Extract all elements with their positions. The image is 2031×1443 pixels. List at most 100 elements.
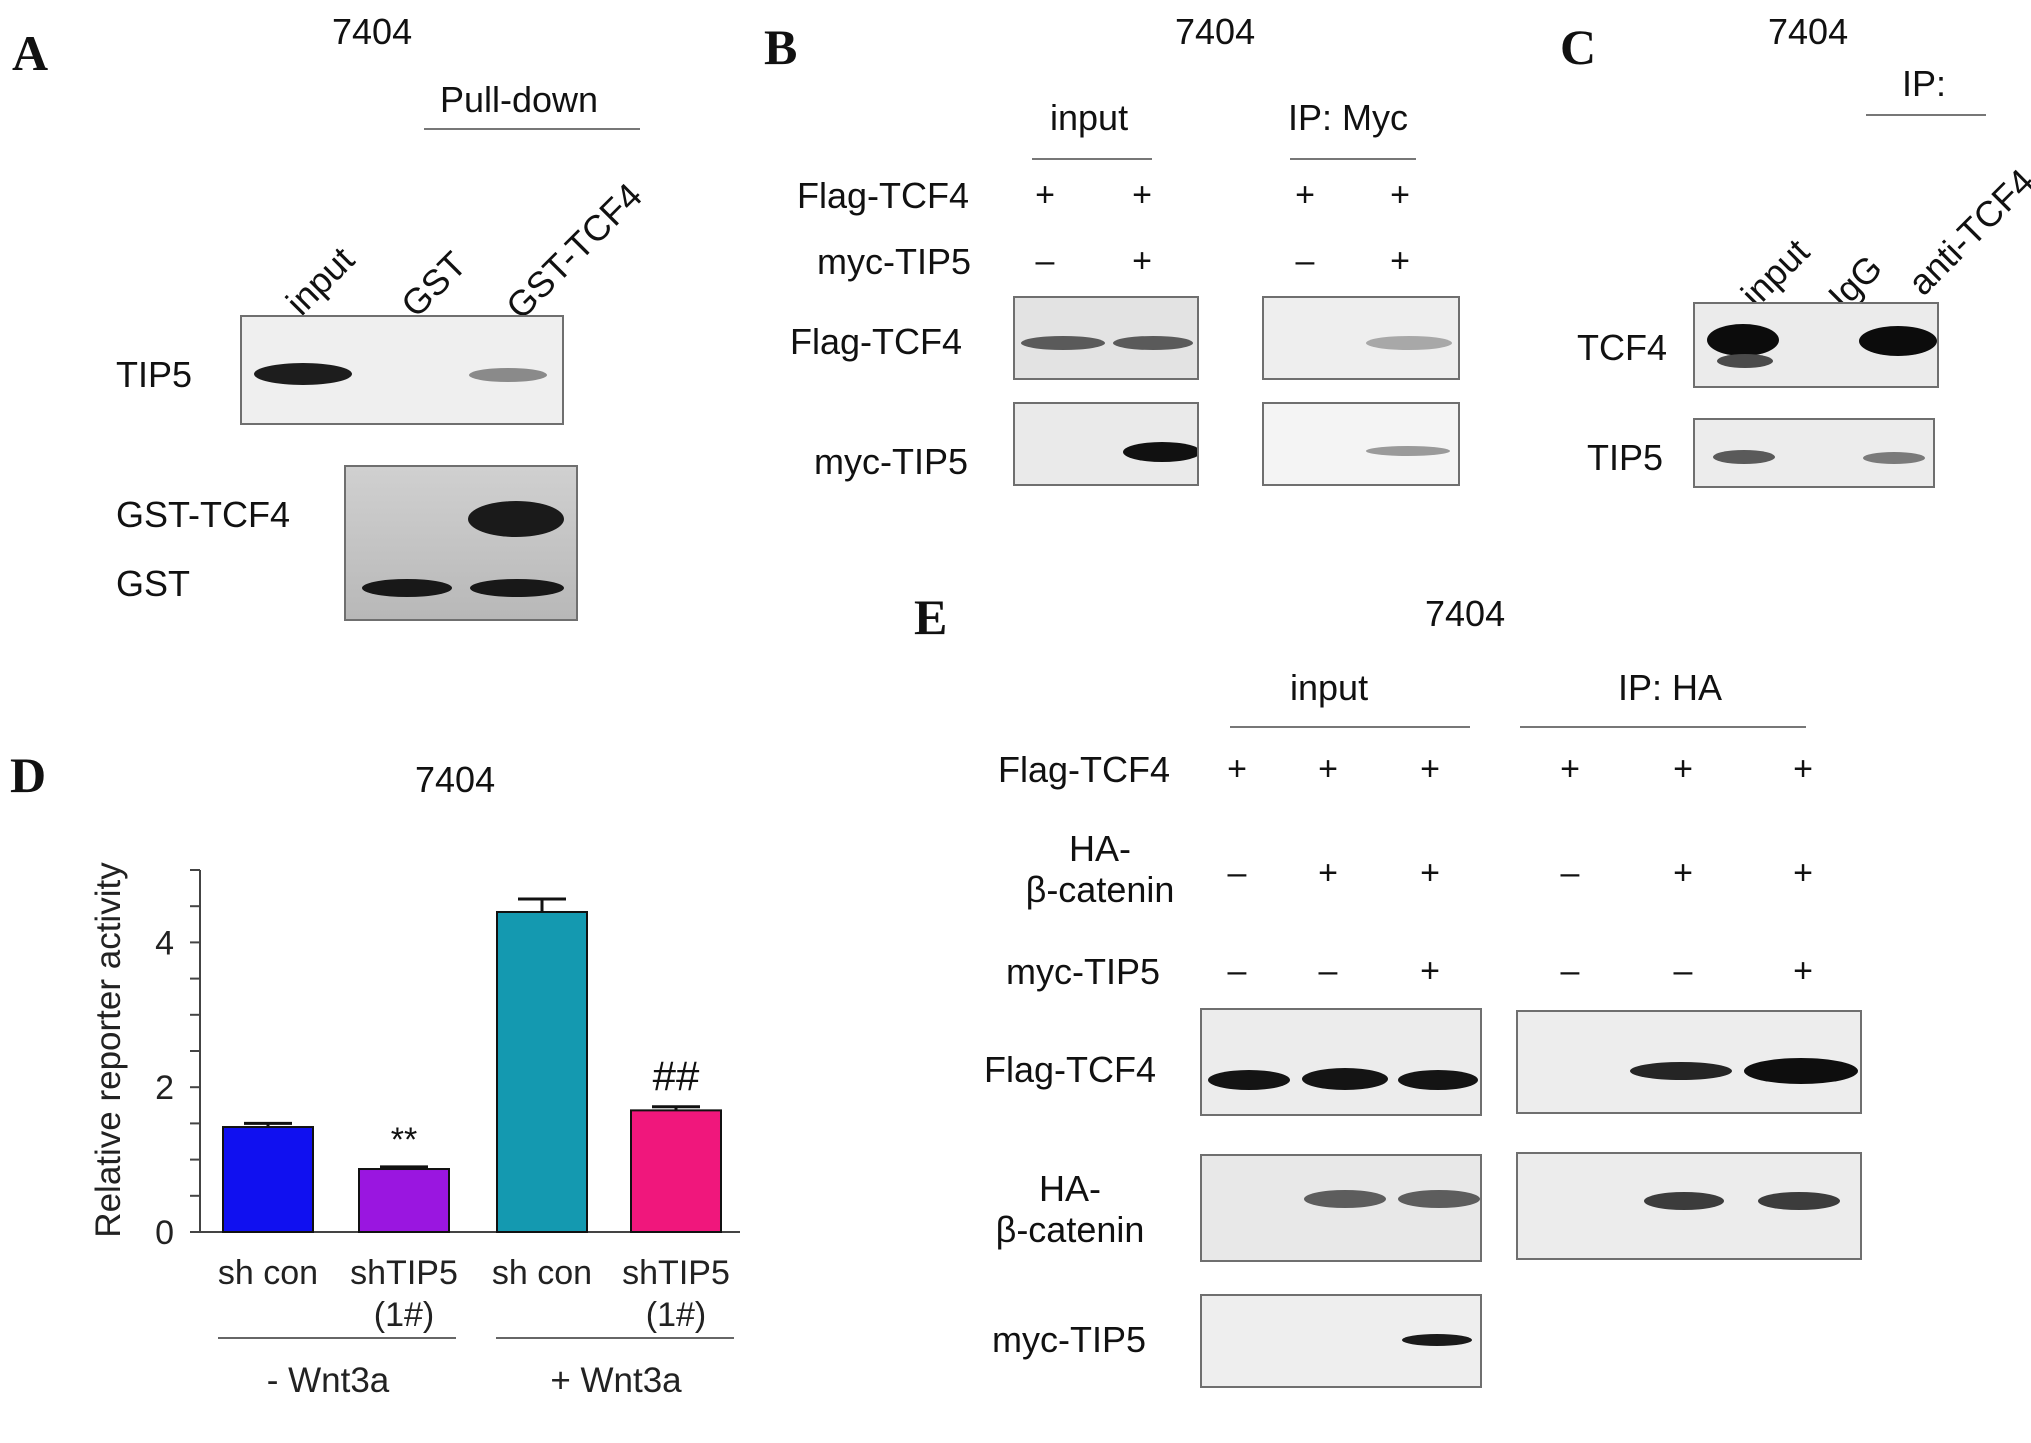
panel-c-blot-tip5 [1693, 418, 1935, 488]
panel-b-row-flag-tcf4: Flag-TCF4 [797, 175, 970, 216]
panel-b-blot-label-myc-tip5: myc-TIP5 [814, 441, 969, 482]
panel-b-row-myc-tip5: myc-TIP5 [817, 241, 972, 282]
sign: + [1132, 176, 1152, 214]
band [1366, 446, 1450, 456]
sign: + [1420, 952, 1440, 990]
sign: + [1560, 750, 1580, 788]
panel-c-blot-label-tip5: TIP5 [1587, 437, 1664, 478]
blot-label-line1: HA- [1039, 1168, 1101, 1209]
panel-e-group-input: input [1290, 667, 1369, 708]
significance-label: ** [391, 1121, 417, 1159]
panel-e-blot-label-flag-tcf4: Flag-TCF4 [984, 1049, 1157, 1090]
band [1859, 326, 1937, 356]
panel-c-group-line [1866, 114, 1986, 116]
band [1717, 354, 1773, 368]
panel-b-cell-line: 7404 [1175, 11, 1256, 52]
panel-e-row-ha-catenin: HA- β-catenin [1010, 828, 1190, 911]
band [1366, 336, 1452, 350]
band [1123, 442, 1197, 462]
chart-labels: 0 2 4 Relative reporter activity sh con ** shT… [89, 862, 730, 1400]
band [1863, 452, 1925, 464]
sign: + [1673, 854, 1693, 892]
panel-b-blot-input-myc [1013, 402, 1199, 486]
sign: – [1673, 952, 1693, 990]
band [1758, 1192, 1840, 1210]
panel-c-lane-anti-tcf4: anti-TCF4 [1899, 160, 2031, 303]
significance-label: ## [653, 1053, 700, 1100]
panel-b-blot-input-flag [1013, 296, 1199, 380]
x-category-sublabel: (1#) [374, 1296, 434, 1334]
panel-d-chart: 0 2 4 Relative reporter activity sh con ** shT… [89, 862, 740, 1400]
x-category-sublabel: (1#) [646, 1296, 706, 1334]
panel-b-letter: B [764, 19, 798, 75]
panel-e-blot-label-ha-catenin: HA- β-catenin [970, 1168, 1170, 1251]
band [254, 363, 352, 385]
sign: – [1295, 242, 1315, 280]
panel-a-letter: A [12, 25, 49, 81]
panel-d-title: 7404 [415, 759, 496, 800]
panel-b-blot-ip-flag [1262, 296, 1460, 380]
band [1021, 336, 1105, 350]
panel-e-group-ip: IP: HA [1618, 667, 1723, 708]
y-axis-title: Relative reporter activity [89, 862, 128, 1238]
y-tick-label: 2 [155, 1069, 174, 1107]
sign: + [1390, 176, 1410, 214]
x-category-label: sh con [492, 1254, 592, 1292]
band [1402, 1334, 1472, 1346]
panel-a-blot-label-gst: GST [116, 563, 191, 604]
band [1630, 1062, 1732, 1080]
panel-a-group-label: Pull-down [440, 79, 599, 120]
band [1113, 336, 1193, 350]
panel-c-letter: C [1560, 19, 1597, 75]
sign: – [1227, 854, 1247, 892]
y-tick-label: 0 [155, 1214, 174, 1252]
panel-a-blot-tip5 [240, 315, 564, 425]
sign: + [1793, 750, 1813, 788]
bar [630, 1109, 722, 1234]
sign: + [1420, 750, 1440, 788]
panel-e-row-flag-tcf4: Flag-TCF4 [998, 749, 1171, 790]
panel-e-blot-ip-flag [1516, 1010, 1862, 1114]
band [1398, 1070, 1478, 1090]
band [1644, 1192, 1724, 1210]
band [1744, 1058, 1858, 1084]
band [1302, 1068, 1388, 1090]
panel-c-blot-tcf4 [1693, 302, 1939, 388]
band [362, 579, 452, 597]
x-category-label: sh con [218, 1254, 318, 1292]
panel-a-blot-gst [344, 465, 578, 621]
band [1304, 1190, 1386, 1208]
sign: + [1673, 750, 1693, 788]
row-label-line2: β-catenin [1025, 869, 1175, 911]
blot-label-line2: β-catenin [995, 1209, 1145, 1251]
panel-a-blot-label-tip5: TIP5 [116, 354, 193, 395]
panel-b-group-input: input [1050, 97, 1129, 138]
band [1398, 1190, 1480, 1208]
panel-e-group-line-ip [1520, 726, 1806, 728]
row-label-line1: HA- [1069, 828, 1131, 869]
sign: + [1420, 854, 1440, 892]
sign: – [1035, 242, 1055, 280]
sign: + [1793, 952, 1813, 990]
panel-e-cell-line: 7404 [1425, 593, 1506, 634]
panel-e-group-line-input [1230, 726, 1470, 728]
panel-e-blot-label-myc-tip5: myc-TIP5 [992, 1319, 1147, 1360]
panel-e-blot-input-flag [1200, 1008, 1482, 1116]
panel-c-group-label: IP: [1902, 63, 1947, 104]
sign: – [1318, 952, 1338, 990]
panel-b-blot-ip-myc [1262, 402, 1460, 486]
sign: + [1318, 750, 1338, 788]
panel-e-letter: E [914, 589, 948, 645]
sign: + [1318, 854, 1338, 892]
sign: + [1132, 242, 1152, 280]
group-label: + Wnt3a [550, 1361, 682, 1400]
panel-c-cell-line: 7404 [1768, 11, 1849, 52]
panel-b-blot-label-flag-tcf4: Flag-TCF4 [790, 321, 963, 362]
panel-a-group-line [424, 128, 640, 130]
panel-a-cell-line: 7404 [332, 11, 413, 52]
panel-b-group-line-ip [1290, 158, 1416, 160]
band [470, 579, 564, 597]
sign: + [1295, 176, 1315, 214]
panel-e-row-myc-tip5: myc-TIP5 [1006, 951, 1161, 992]
